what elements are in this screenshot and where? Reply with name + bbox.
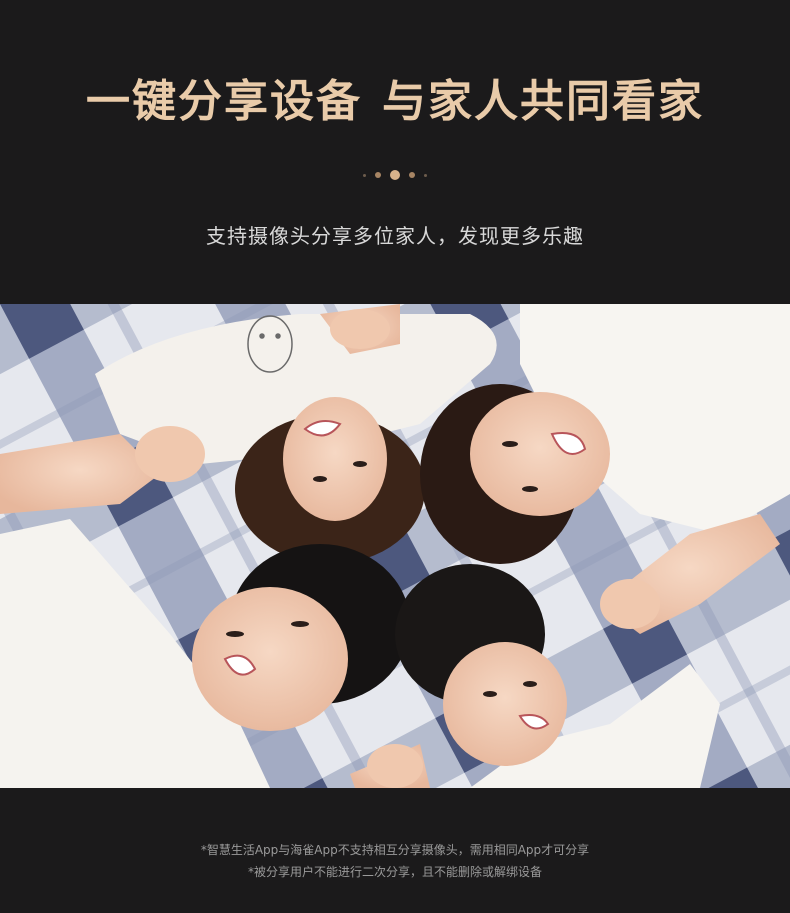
family-photo (0, 304, 790, 788)
pager-dot-1[interactable] (363, 173, 366, 177)
footnote-2: *被分享用户不能进行二次分享，且不能删除或解绑设备 (247, 865, 542, 879)
hero-section: 一键分享设备 与家人共同看家 支持摄像头分享多位家人，发现更多乐趣 (0, 0, 790, 304)
pager-dot-4[interactable] (409, 172, 415, 178)
headline-part-2: 与家人共同看家 (382, 76, 704, 127)
page-title: 一键分享设备 与家人共同看家 (0, 72, 790, 132)
subtitle: 支持摄像头分享多位家人，发现更多乐趣 (206, 224, 584, 248)
carousel-pager (0, 168, 790, 182)
pager-dot-2[interactable] (375, 172, 381, 178)
pager-dot-5[interactable] (424, 173, 427, 177)
footer-notes: *智慧生活App与海雀App不支持相互分享摄像头，需用相同App才可分享 *被分… (0, 788, 790, 913)
pager-dot-active[interactable] (390, 170, 400, 180)
footnote-1: *智慧生活App与海雀App不支持相互分享摄像头，需用相同App才可分享 (200, 843, 590, 857)
headline-part-1: 一键分享设备 (86, 76, 362, 127)
family-photo-illustration (0, 304, 790, 788)
